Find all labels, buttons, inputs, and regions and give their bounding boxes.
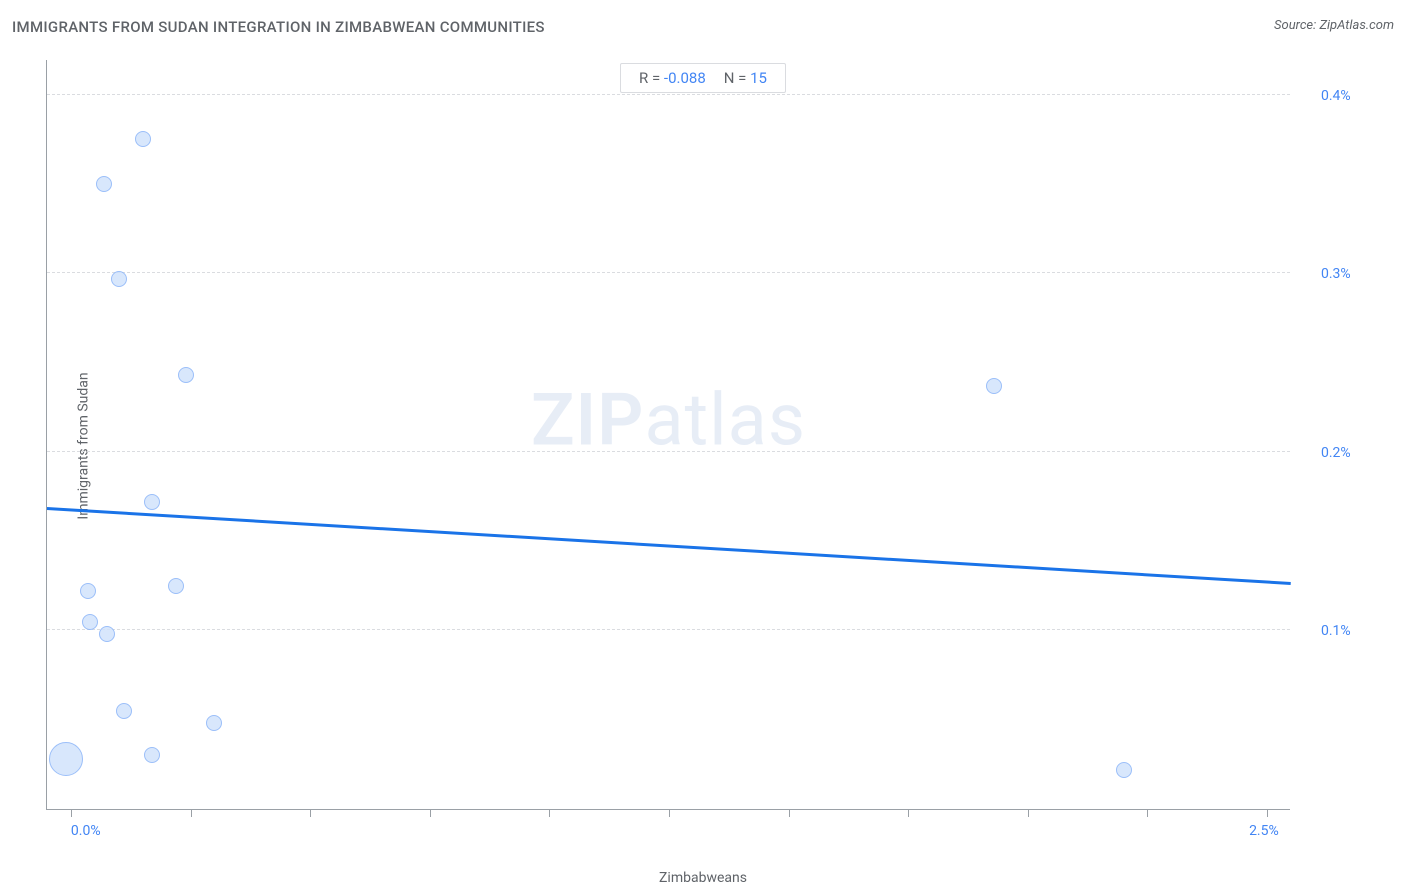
x-tick [669, 809, 670, 817]
x-tick-label: 2.5% [1249, 823, 1279, 839]
gridline [47, 629, 1290, 630]
data-point [49, 742, 83, 776]
data-point [135, 131, 151, 147]
x-axis-label: Zimbabweans [659, 870, 747, 886]
data-point [178, 367, 194, 383]
watermark-bold: ZIP [531, 377, 644, 462]
data-point [116, 703, 132, 719]
gridline [47, 272, 1290, 273]
data-point [99, 626, 115, 642]
stat-r: R = -0.088 [639, 69, 706, 87]
data-point [144, 747, 160, 763]
data-point [144, 494, 160, 510]
x-tick [430, 809, 431, 817]
y-tick-label: 0.4% [1321, 88, 1351, 104]
x-tick [71, 809, 72, 817]
x-tick [789, 809, 790, 817]
data-point [1116, 762, 1132, 778]
scatter-chart: ZIPatlas 0.1%0.2%0.3%0.4%0.0%2.5% [46, 60, 1290, 810]
y-tick-label: 0.2% [1321, 445, 1351, 461]
x-tick-label: 0.0% [71, 823, 101, 839]
x-tick [549, 809, 550, 817]
y-tick-label: 0.3% [1321, 266, 1351, 282]
trend-line [47, 507, 1291, 584]
stats-box: R = -0.088 N = 15 [620, 63, 786, 93]
watermark: ZIPatlas [531, 377, 806, 462]
watermark-rest: atlas [644, 377, 806, 462]
source-name: ZipAtlas.com [1319, 18, 1394, 33]
stat-r-label: R = [639, 69, 664, 87]
x-tick [1267, 809, 1268, 817]
data-point [168, 578, 184, 594]
chart-title: IMMIGRANTS FROM SUDAN INTEGRATION IN ZIM… [12, 18, 545, 36]
x-tick [1028, 809, 1029, 817]
gridline [47, 94, 1290, 95]
stat-n-label: N = [724, 69, 750, 87]
stat-r-value: -0.088 [664, 69, 706, 87]
x-tick [191, 809, 192, 817]
source-prefix: Source: [1274, 18, 1319, 33]
gridline [47, 451, 1290, 452]
data-point [986, 378, 1002, 394]
x-tick [1147, 809, 1148, 817]
source-attribution: Source: ZipAtlas.com [1274, 18, 1394, 33]
chart-header: IMMIGRANTS FROM SUDAN INTEGRATION IN ZIM… [0, 0, 1406, 48]
y-tick-label: 0.1% [1321, 623, 1351, 639]
data-point [206, 715, 222, 731]
data-point [80, 583, 96, 599]
data-point [96, 176, 112, 192]
x-tick [908, 809, 909, 817]
data-point [82, 614, 98, 630]
stat-n: N = 15 [724, 69, 767, 87]
x-tick [310, 809, 311, 817]
data-point [111, 271, 127, 287]
stat-n-value: 15 [750, 69, 767, 87]
